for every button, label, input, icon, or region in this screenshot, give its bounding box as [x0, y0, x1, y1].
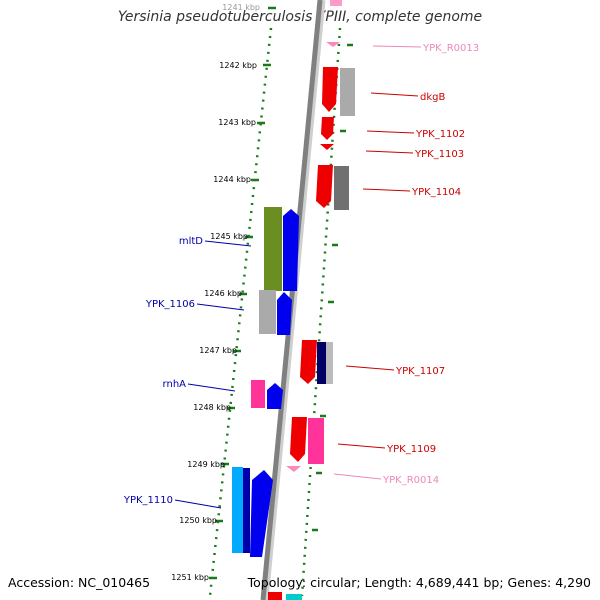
leader-ypk-1110	[174, 499, 222, 509]
kbp-label-1241: 1241 kbp	[222, 3, 260, 12]
gene-mltd-olive	[264, 207, 282, 291]
leader-ypk-1107	[345, 365, 395, 371]
label-ypk-1103: YPK_1103	[414, 149, 464, 160]
leader-ypk-1102	[366, 130, 415, 134]
gene-ypk-1110-blue	[250, 470, 273, 557]
gene-ypk-r0013	[326, 42, 340, 47]
leader-ypk-r0013	[372, 45, 422, 48]
topology-text: Topology: circular; Length: 4,689,441 bp…	[247, 575, 591, 590]
kbp-label-1248: 1248 kbp	[193, 403, 231, 412]
map-title: Yersinia pseudotuberculosis YPIII, compl…	[117, 9, 483, 25]
label-ypk-1104: YPK_1104	[411, 187, 461, 198]
label-ypk-1107: YPK_1107	[395, 366, 445, 377]
leader-mltd	[204, 240, 252, 247]
gene-ypk-1107-red	[300, 340, 317, 384]
leader-ypk-1103	[365, 150, 414, 154]
gene-labels: YPK_R0013 dkgB YPK_1102 YPK_1103 YPK_110…	[123, 43, 479, 506]
gene-ypk-1107-navy	[317, 342, 326, 384]
kbp-label-1242: 1242 kbp	[219, 61, 257, 70]
kbp-labels: 1241 kbp 1242 kbp 1243 kbp 1244 kbp 1245…	[171, 3, 260, 582]
leader-dkgb	[370, 92, 419, 97]
gene-ypk-1106-gray	[259, 290, 276, 334]
label-ypk-1102: YPK_1102	[415, 129, 465, 140]
gene-ypk-1104-red	[316, 165, 333, 208]
kbp-label-1250: 1250 kbp	[179, 516, 217, 525]
gene-ypk-1109-pink	[308, 418, 324, 464]
gene-ypk-r0014	[286, 466, 301, 472]
gene-ypk-1106-blue	[277, 292, 292, 335]
kbp-label-1245: 1245 kbp	[210, 232, 248, 241]
gene-ypk-1110-cyan	[232, 467, 243, 553]
gene-ypk-1107-gray	[326, 342, 333, 384]
gene-ypk-1102	[321, 117, 334, 140]
kbp-label-1244: 1244 kbp	[213, 175, 251, 184]
gene-ypk-1110-navy	[243, 468, 250, 553]
leader-ypk-1106	[196, 303, 245, 311]
label-mltd: mltD	[179, 236, 203, 247]
gene-ypk-1104-gray	[334, 166, 349, 210]
kbp-label-1249: 1249 kbp	[187, 460, 225, 469]
gene-dkgb-red	[322, 67, 338, 112]
accession-text: Accession: NC_010465	[8, 575, 151, 590]
gene-rnha-blue	[267, 383, 283, 409]
label-rnha: rnhA	[163, 379, 187, 390]
label-ypk-1109: YPK_1109	[386, 444, 436, 455]
gene-ypk-1103	[320, 144, 334, 150]
kbp-label-1247: 1247 kbp	[199, 346, 237, 355]
label-ypk-r0014: YPK_R0014	[382, 475, 439, 486]
leader-ypk-1109	[337, 443, 386, 449]
gene-dkgb-gray	[340, 68, 355, 116]
kbp-tick-marks	[209, 6, 353, 580]
leader-rnha	[187, 383, 236, 392]
leader-ypk-1104	[362, 188, 411, 192]
gene-rnha-pink	[251, 380, 265, 408]
kbp-label-1246: 1246 kbp	[204, 289, 242, 298]
reverse-strand-genes	[232, 207, 299, 557]
leader-ypk-r0014	[333, 473, 382, 480]
gene-bottom-red	[268, 592, 282, 600]
label-dkgb: dkgB	[420, 92, 445, 103]
gene-top-pink	[330, 0, 342, 6]
label-ypk-1106: YPK_1106	[145, 299, 195, 310]
label-ypk-r0013: YPK_R0013	[422, 43, 479, 54]
forward-strand-genes	[268, 0, 355, 600]
kbp-label-1251: 1251 kbp	[171, 573, 209, 582]
gene-bottom-cyan	[286, 594, 302, 600]
gene-mltd-blue	[283, 209, 299, 291]
gene-ypk-1109-red	[290, 417, 307, 462]
label-ypk-1110: YPK_1110	[123, 495, 173, 506]
kbp-label-1243: 1243 kbp	[218, 118, 256, 127]
label-leaders	[174, 45, 422, 509]
